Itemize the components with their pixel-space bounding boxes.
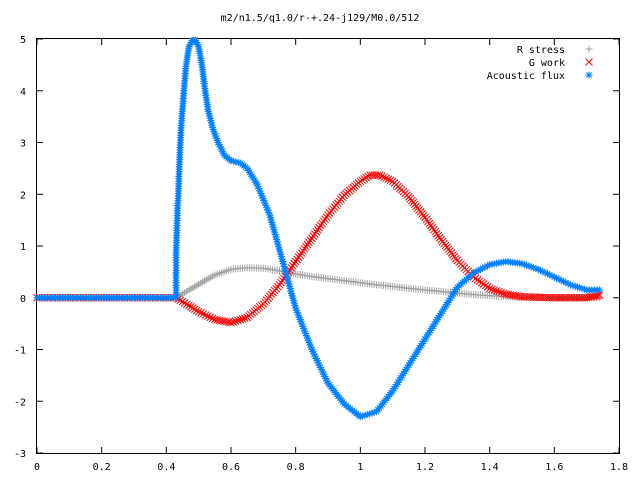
data-point bbox=[518, 260, 526, 268]
data-point bbox=[490, 286, 499, 294]
plot-frame bbox=[36, 38, 620, 454]
data-point bbox=[373, 171, 382, 179]
data-point bbox=[204, 312, 212, 321]
y-tick-label: -2 bbox=[14, 397, 26, 408]
legend-label: Acoustic flux bbox=[487, 71, 565, 82]
x-tick-label: 0 bbox=[34, 462, 40, 473]
x-tick-label: 1.8 bbox=[610, 462, 628, 473]
y-tick-label: 2 bbox=[20, 190, 26, 201]
legend-marker bbox=[585, 45, 593, 53]
x-tick-label: 0.4 bbox=[157, 462, 175, 473]
data-point bbox=[178, 297, 187, 306]
legend-marker bbox=[585, 58, 593, 66]
chart-marks bbox=[33, 36, 604, 421]
data-point bbox=[557, 276, 565, 284]
y-tick-label: 4 bbox=[20, 87, 26, 98]
y-tick-label: 5 bbox=[20, 35, 26, 46]
data-point bbox=[182, 300, 191, 309]
series-acoustic-flux bbox=[33, 36, 604, 421]
data-point bbox=[386, 176, 395, 185]
x-tick-label: 0.6 bbox=[222, 462, 240, 473]
data-point bbox=[238, 315, 247, 323]
data-point bbox=[380, 173, 388, 182]
legend-label: G work bbox=[529, 58, 565, 69]
axes: 0 0.2 0.4 0.6 0.8 1 1.2 1.4 1.6 1.8 5 4 3 2 1 0 -1 -2 -3 bbox=[14, 35, 628, 473]
y-tick-label: -3 bbox=[14, 449, 26, 460]
data-point bbox=[217, 316, 226, 325]
data-point bbox=[499, 289, 508, 298]
data-point bbox=[495, 287, 503, 296]
data-point bbox=[378, 172, 386, 180]
data-point bbox=[241, 314, 249, 323]
series-g-work bbox=[33, 171, 604, 327]
data-point bbox=[199, 310, 208, 318]
y-tick-label: 3 bbox=[20, 139, 26, 150]
data-point bbox=[277, 253, 285, 261]
chart-title: m2/n1.5/q1.0/r-+.24-j129/M0.0/512 bbox=[221, 13, 420, 24]
data-point bbox=[580, 285, 588, 293]
data-point bbox=[220, 317, 228, 326]
data-point bbox=[210, 315, 219, 324]
x-tick-label: 1 bbox=[357, 462, 363, 473]
data-point bbox=[485, 284, 494, 293]
x-tick-label: 1.4 bbox=[481, 462, 499, 473]
x-tick-label: 1.2 bbox=[416, 462, 434, 473]
data-point bbox=[180, 299, 189, 307]
data-point bbox=[201, 311, 210, 319]
x-tick-label: 0.8 bbox=[287, 462, 305, 473]
data-point bbox=[497, 288, 506, 297]
data-point bbox=[197, 308, 205, 317]
data-point bbox=[596, 286, 604, 294]
data-point bbox=[213, 316, 221, 324]
data-point bbox=[208, 314, 217, 323]
x-tick-label: 0.2 bbox=[93, 462, 111, 473]
data-point bbox=[384, 175, 393, 184]
data-point bbox=[488, 285, 496, 294]
data-point bbox=[206, 313, 215, 322]
data-point bbox=[227, 318, 235, 327]
data-point bbox=[492, 287, 501, 295]
y-tick-label: 1 bbox=[20, 242, 26, 253]
data-point bbox=[222, 317, 231, 326]
data-point bbox=[229, 317, 238, 326]
y-tick-label: 0 bbox=[20, 294, 26, 305]
x-tick-label: 1.6 bbox=[545, 462, 563, 473]
legend-label: R stress bbox=[517, 45, 565, 56]
data-point bbox=[231, 317, 240, 325]
legend-marker bbox=[585, 71, 593, 79]
y-tick-label: -1 bbox=[14, 346, 26, 357]
data-point bbox=[194, 307, 203, 316]
data-point bbox=[382, 174, 391, 183]
data-point bbox=[280, 262, 288, 270]
data-point bbox=[215, 316, 224, 325]
data-point bbox=[234, 316, 242, 325]
data-point bbox=[236, 315, 245, 324]
data-point bbox=[375, 171, 384, 179]
data-point bbox=[288, 292, 296, 300]
legend: R stress G work Acoustic flux bbox=[487, 45, 593, 82]
